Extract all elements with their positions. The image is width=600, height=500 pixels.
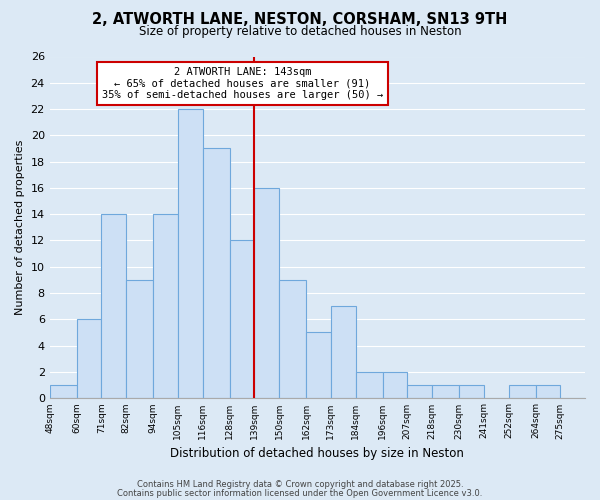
Bar — [331, 306, 356, 398]
Bar — [356, 372, 383, 398]
Text: 2 ATWORTH LANE: 143sqm
← 65% of detached houses are smaller (91)
35% of semi-det: 2 ATWORTH LANE: 143sqm ← 65% of detached… — [102, 66, 383, 100]
Bar — [77, 320, 101, 398]
Text: 2, ATWORTH LANE, NESTON, CORSHAM, SN13 9TH: 2, ATWORTH LANE, NESTON, CORSHAM, SN13 9… — [92, 12, 508, 28]
Bar — [407, 385, 432, 398]
Bar — [126, 280, 153, 398]
Text: Contains public sector information licensed under the Open Government Licence v3: Contains public sector information licen… — [118, 488, 482, 498]
Bar — [153, 214, 178, 398]
Bar — [459, 385, 484, 398]
Bar — [178, 109, 203, 398]
X-axis label: Distribution of detached houses by size in Neston: Distribution of detached houses by size … — [170, 447, 464, 460]
Text: Size of property relative to detached houses in Neston: Size of property relative to detached ho… — [139, 25, 461, 38]
Bar — [509, 385, 536, 398]
Bar — [101, 214, 126, 398]
Y-axis label: Number of detached properties: Number of detached properties — [15, 140, 25, 315]
Bar — [383, 372, 407, 398]
Bar — [203, 148, 230, 398]
Bar — [536, 385, 560, 398]
Bar — [432, 385, 459, 398]
Bar — [50, 385, 77, 398]
Bar — [279, 280, 306, 398]
Bar — [306, 332, 331, 398]
Bar — [230, 240, 254, 398]
Text: Contains HM Land Registry data © Crown copyright and database right 2025.: Contains HM Land Registry data © Crown c… — [137, 480, 463, 489]
Bar — [254, 188, 279, 398]
